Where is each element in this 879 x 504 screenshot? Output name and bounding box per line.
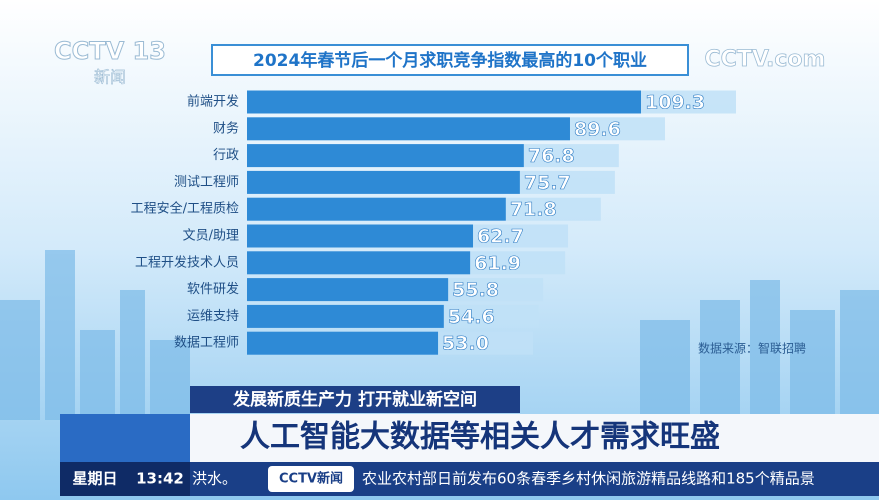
headline-box [60,414,879,462]
ticker-bar [60,462,879,496]
subtitle: 发展新质生产力 打开就业新空间 [232,389,477,410]
bar-track [523,144,619,168]
bar-track [473,224,569,248]
category-label: 数据工程师 [174,336,239,351]
headline: 人工智能大数据等相关人才需求旺盛 [240,420,720,455]
value-label: 109.3 [645,92,705,114]
bar [247,90,641,114]
bar [247,144,524,168]
value-label: 62.7 [477,226,524,248]
category-label: 工程开发技术人员 [135,254,239,270]
bar-track [569,117,665,141]
value-label: 89.6 [574,118,621,140]
category-label: 文员/助理 [183,229,239,244]
bar-track [438,331,534,355]
ticker-text: 农业农村部日前发布60条春季乡村休闲旅游精品线路和185个精品景 [362,470,815,488]
bar [247,170,520,194]
value-label: 53.0 [442,333,489,355]
category-label: 前端开发 [187,94,239,110]
brand-box [268,466,354,492]
category-label: 财务 [213,120,239,136]
category-label: 软件研发 [187,281,239,297]
bar [247,224,474,248]
headline-globe [60,414,190,462]
ticker-previous: 洪水。 [192,470,237,488]
chart-title: 2024年春节后一个月求职竞争指数最高的10个职业 [253,50,647,71]
subtitle-box [190,386,520,413]
logo-name: 新闻 [94,68,126,87]
bar [247,117,570,141]
bar-track [443,304,539,328]
category-label: 运维支持 [187,309,239,324]
category-label: 工程安全/工程质检 [131,201,239,217]
chart: 前端开发 109.3 财务 89.6 行政 76.8 测试工程师 75.7 工程安全/工程质检 7… [131,90,736,355]
bar-track [519,170,615,194]
value-label: 54.6 [448,306,495,328]
category-label: 行政 [213,148,239,163]
bar-track [448,278,544,302]
bar-track [505,197,601,221]
bar [247,278,449,302]
bar [247,331,439,355]
ticker-day: 星期日 [72,470,117,488]
bar [247,251,471,275]
value-label: 61.9 [474,252,521,274]
bar-track [641,90,736,114]
value-label: 76.8 [528,145,575,167]
value-label: 75.7 [524,172,571,194]
source: 数据来源：智联招聘 [698,341,806,356]
bar [247,197,506,221]
bar-track [470,251,566,275]
clock-box [60,462,190,496]
ticker-brand: CCTV新闻 [279,471,343,487]
value-label: 55.8 [452,279,499,301]
title-box [211,44,689,76]
city-skyline [0,250,879,420]
bar [247,304,444,328]
logo-channel: CCTV 13 [54,37,166,65]
watermark: CCTV.com [705,47,826,72]
value-label: 71.8 [510,199,557,221]
ticker-time: 13:42 [136,470,184,488]
category-label: 测试工程师 [174,175,239,190]
